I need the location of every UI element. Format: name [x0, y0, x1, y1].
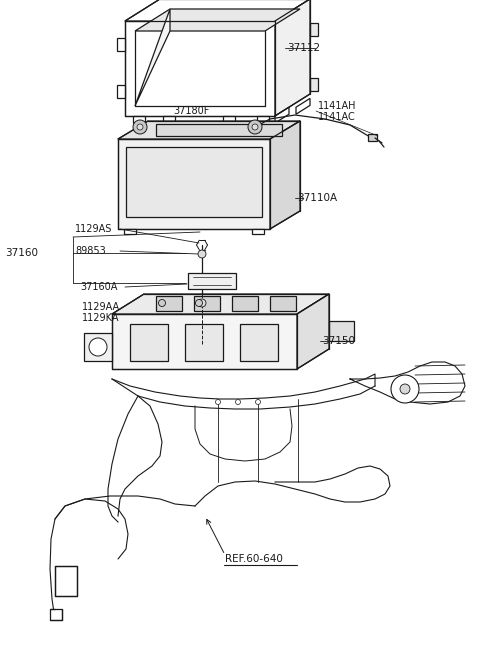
Polygon shape — [112, 314, 297, 369]
Polygon shape — [368, 134, 377, 141]
Text: 37180F: 37180F — [173, 106, 209, 116]
Circle shape — [198, 299, 206, 307]
Polygon shape — [297, 294, 329, 369]
Polygon shape — [118, 139, 270, 229]
Circle shape — [400, 384, 410, 394]
Text: 37110A: 37110A — [297, 193, 337, 203]
Circle shape — [158, 299, 166, 307]
Polygon shape — [252, 229, 264, 234]
Text: 1141AC: 1141AC — [318, 112, 356, 122]
Circle shape — [89, 338, 107, 356]
Polygon shape — [55, 566, 77, 596]
Polygon shape — [240, 324, 278, 361]
Text: 37160A: 37160A — [80, 282, 118, 292]
Polygon shape — [188, 273, 236, 289]
Polygon shape — [163, 116, 175, 123]
Circle shape — [133, 120, 147, 134]
Polygon shape — [135, 9, 300, 31]
Polygon shape — [275, 107, 289, 123]
Text: 37160: 37160 — [5, 248, 38, 258]
Polygon shape — [125, 0, 310, 21]
Polygon shape — [112, 294, 329, 314]
Polygon shape — [270, 296, 296, 311]
Polygon shape — [270, 121, 300, 229]
Circle shape — [248, 120, 262, 134]
Text: 1129AA: 1129AA — [82, 302, 120, 312]
Text: 89853: 89853 — [75, 246, 106, 256]
Circle shape — [236, 400, 240, 404]
Polygon shape — [296, 98, 310, 114]
Polygon shape — [156, 296, 182, 311]
Circle shape — [198, 250, 206, 258]
Polygon shape — [125, 21, 275, 116]
Circle shape — [137, 124, 143, 130]
Polygon shape — [118, 121, 300, 139]
Polygon shape — [50, 609, 62, 620]
Text: 1141AH: 1141AH — [318, 101, 357, 111]
Polygon shape — [275, 0, 310, 116]
Circle shape — [255, 400, 261, 404]
Circle shape — [391, 375, 419, 403]
Polygon shape — [232, 296, 258, 311]
Polygon shape — [194, 296, 220, 311]
Polygon shape — [257, 116, 269, 123]
Polygon shape — [156, 124, 282, 136]
Polygon shape — [124, 229, 136, 234]
Text: 1129KA: 1129KA — [82, 313, 120, 323]
Polygon shape — [117, 85, 125, 98]
Polygon shape — [329, 321, 354, 341]
Polygon shape — [223, 116, 235, 123]
Circle shape — [252, 124, 258, 130]
Circle shape — [195, 299, 203, 307]
Text: REF.60-640: REF.60-640 — [225, 554, 283, 564]
Polygon shape — [133, 116, 145, 123]
Polygon shape — [84, 333, 112, 361]
Polygon shape — [130, 324, 168, 361]
Circle shape — [216, 400, 220, 404]
Text: 1129AS: 1129AS — [75, 224, 112, 234]
Polygon shape — [310, 78, 318, 92]
Polygon shape — [135, 9, 170, 106]
Polygon shape — [310, 23, 318, 36]
Polygon shape — [126, 147, 262, 217]
Text: 37150: 37150 — [322, 336, 355, 346]
Polygon shape — [117, 38, 125, 51]
Polygon shape — [185, 324, 223, 361]
Text: 37112: 37112 — [287, 43, 320, 53]
